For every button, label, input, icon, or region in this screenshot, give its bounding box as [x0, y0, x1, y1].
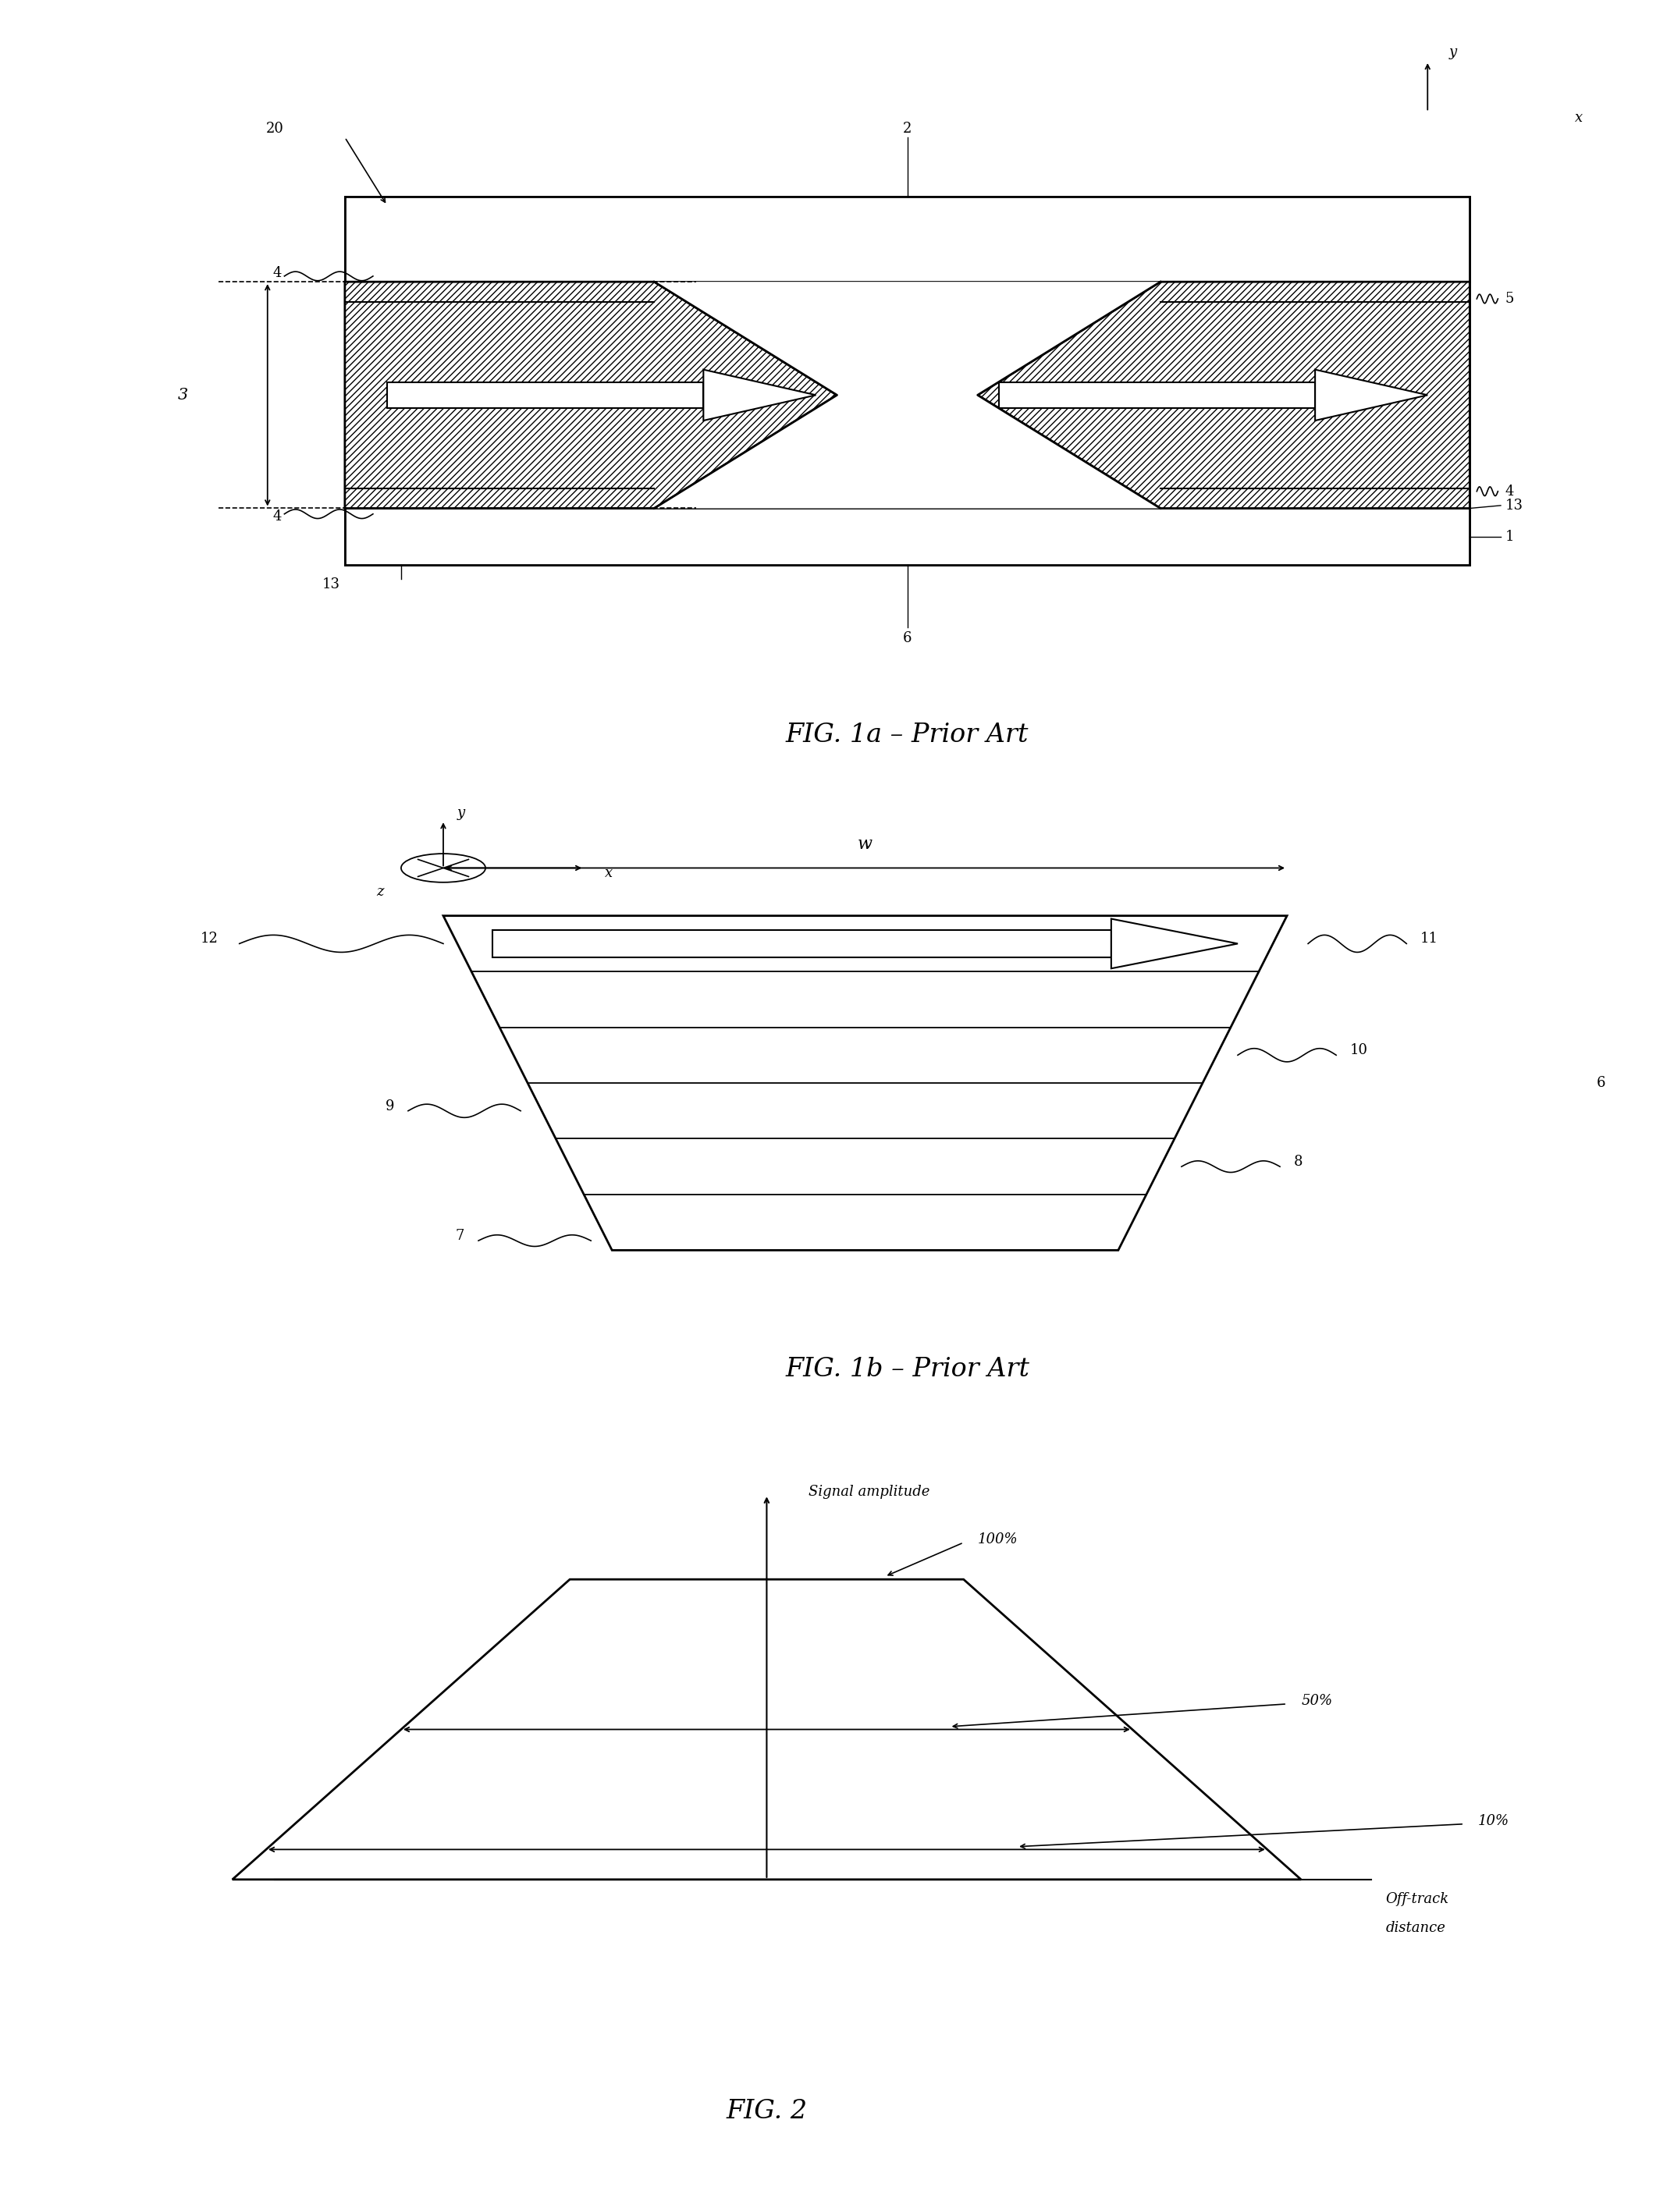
Text: 10: 10: [1351, 1044, 1368, 1057]
Polygon shape: [345, 509, 1470, 564]
Polygon shape: [492, 929, 1112, 958]
Text: 11: 11: [1421, 931, 1438, 947]
Text: 20: 20: [266, 122, 283, 135]
Text: 6: 6: [902, 633, 912, 646]
Text: 5: 5: [1505, 292, 1513, 305]
Polygon shape: [345, 197, 1470, 281]
Text: 9: 9: [385, 1099, 393, 1113]
Text: 1: 1: [1505, 529, 1513, 544]
Text: 4: 4: [273, 509, 281, 524]
Text: 7: 7: [455, 1230, 464, 1243]
Text: x: x: [604, 865, 613, 880]
Text: 100%: 100%: [978, 1533, 1018, 1546]
Text: FIG. 1a – Prior Art: FIG. 1a – Prior Art: [785, 723, 1030, 748]
Text: x: x: [1575, 111, 1584, 124]
Polygon shape: [655, 281, 1160, 509]
Text: 50%: 50%: [1301, 1694, 1333, 1708]
Polygon shape: [387, 383, 703, 407]
Text: Off-track: Off-track: [1386, 1891, 1448, 1907]
Text: 13: 13: [1505, 498, 1523, 513]
Text: w: w: [857, 836, 872, 852]
Text: 6: 6: [1597, 1075, 1605, 1091]
Text: 12: 12: [201, 931, 218, 947]
Polygon shape: [703, 369, 815, 420]
Text: distance: distance: [1386, 1920, 1445, 1936]
Text: 4: 4: [1505, 484, 1513, 498]
Text: Signal amplitude: Signal amplitude: [809, 1484, 931, 1498]
Text: 4: 4: [273, 265, 281, 281]
Text: FIG. 2: FIG. 2: [727, 2099, 807, 2124]
Text: y: y: [1448, 46, 1456, 60]
Text: z: z: [377, 885, 383, 898]
Text: 2: 2: [902, 122, 912, 135]
Text: 10%: 10%: [1478, 1814, 1510, 1827]
Text: 3: 3: [177, 387, 187, 403]
Polygon shape: [345, 281, 837, 509]
Polygon shape: [999, 383, 1316, 407]
Polygon shape: [1316, 369, 1428, 420]
Polygon shape: [978, 281, 1470, 509]
Text: y: y: [457, 805, 465, 821]
Polygon shape: [345, 197, 1470, 564]
Polygon shape: [1112, 918, 1237, 969]
Text: FIG. 1b – Prior Art: FIG. 1b – Prior Art: [785, 1358, 1030, 1382]
Text: 8: 8: [1294, 1155, 1302, 1168]
Text: 13: 13: [321, 577, 340, 593]
